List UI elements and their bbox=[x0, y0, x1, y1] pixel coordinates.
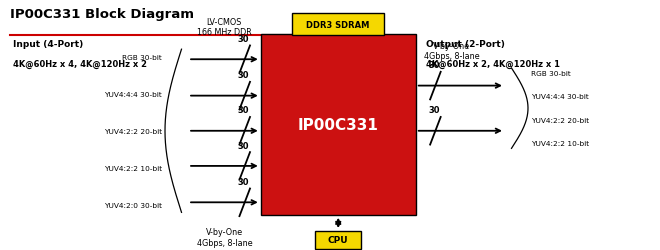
Text: 30: 30 bbox=[238, 141, 249, 150]
FancyBboxPatch shape bbox=[261, 35, 416, 215]
Text: YUV4:4:4 30-bit: YUV4:4:4 30-bit bbox=[104, 92, 162, 97]
Text: 64: 64 bbox=[354, 19, 365, 28]
Text: YUV4:2:0 30-bit: YUV4:2:0 30-bit bbox=[104, 202, 162, 208]
Text: DDR3 SDRAM: DDR3 SDRAM bbox=[306, 20, 370, 30]
Text: RGB 30-bit: RGB 30-bit bbox=[122, 54, 162, 60]
Text: 4K@60Hz x 2, 4K@120Hz x 1: 4K@60Hz x 2, 4K@120Hz x 1 bbox=[426, 60, 560, 69]
Text: 30: 30 bbox=[428, 106, 440, 115]
Text: 4K@60Hz x 4, 4K@120Hz x 2: 4K@60Hz x 4, 4K@120Hz x 2 bbox=[13, 60, 147, 69]
Text: YUV4:2:2 10-bit: YUV4:2:2 10-bit bbox=[104, 165, 162, 171]
Text: 30: 30 bbox=[428, 61, 440, 70]
Text: YUV4:2:2 20-bit: YUV4:2:2 20-bit bbox=[104, 128, 162, 134]
Text: Output (2-Port): Output (2-Port) bbox=[426, 40, 505, 49]
Text: V-by-One
4Gbps, 8-lane: V-by-One 4Gbps, 8-lane bbox=[197, 228, 252, 247]
Text: 30: 30 bbox=[238, 106, 249, 115]
Text: Input (4-Port): Input (4-Port) bbox=[13, 40, 83, 49]
Text: YUV4:4:4 30-bit: YUV4:4:4 30-bit bbox=[531, 94, 589, 100]
Text: LV-CMOS
166 MHz DDR: LV-CMOS 166 MHz DDR bbox=[197, 18, 251, 37]
Text: 30: 30 bbox=[238, 177, 249, 186]
Text: YUV4:2:2 20-bit: YUV4:2:2 20-bit bbox=[531, 118, 589, 124]
Text: 30: 30 bbox=[238, 35, 249, 44]
Text: YUV4:2:2 10-bit: YUV4:2:2 10-bit bbox=[531, 141, 589, 147]
Text: CPU: CPU bbox=[327, 236, 348, 244]
Text: RGB 30-bit: RGB 30-bit bbox=[531, 71, 571, 77]
Text: IP00C331: IP00C331 bbox=[298, 118, 379, 132]
FancyBboxPatch shape bbox=[292, 14, 384, 36]
Text: IP00C331 Block Diagram: IP00C331 Block Diagram bbox=[10, 8, 194, 20]
Text: V-by-One
4Gbps, 8-lane: V-by-One 4Gbps, 8-lane bbox=[424, 42, 479, 61]
FancyBboxPatch shape bbox=[315, 231, 361, 249]
Text: 30: 30 bbox=[238, 71, 249, 80]
